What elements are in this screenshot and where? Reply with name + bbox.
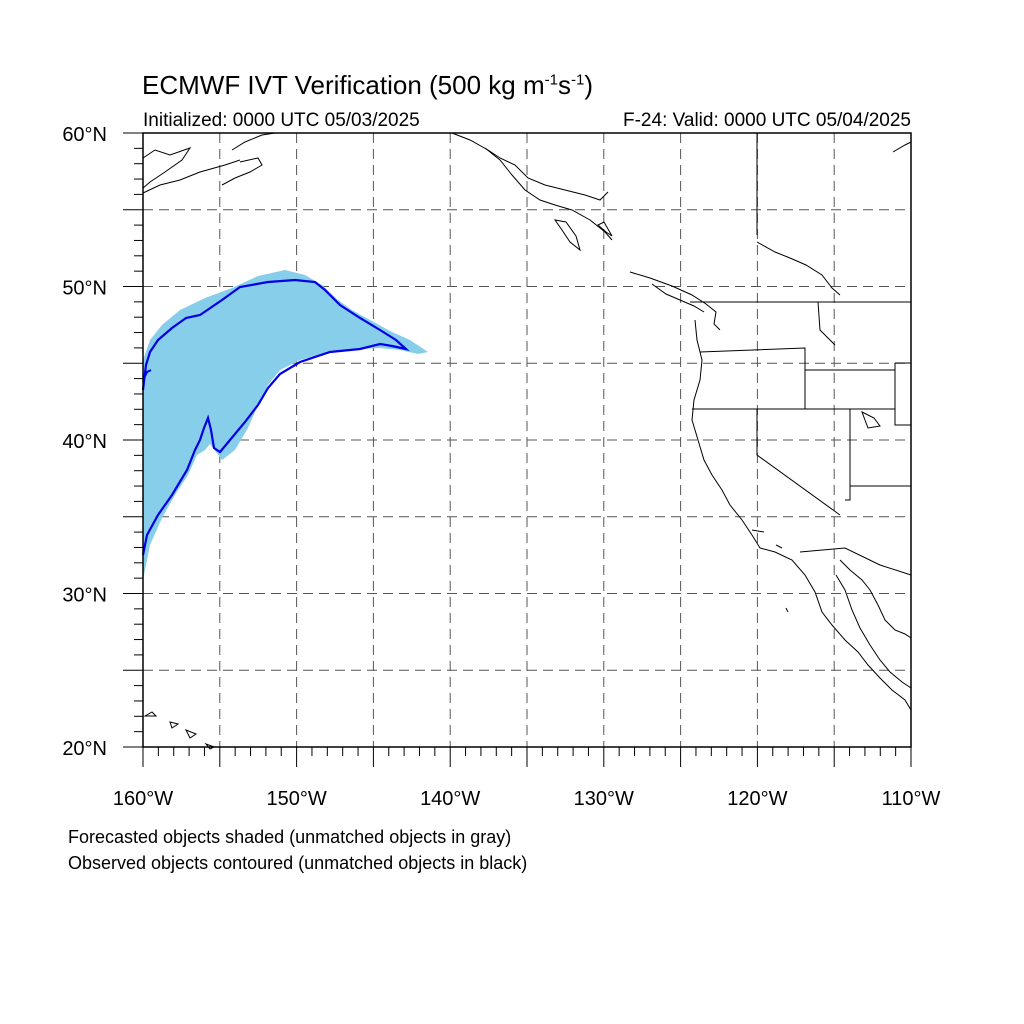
lat-label: 40°N <box>62 431 107 453</box>
observed-object-fragment <box>142 369 152 381</box>
footnote-observed: Observed objects contoured (unmatched ob… <box>68 853 528 873</box>
lat-label: 50°N <box>62 278 107 300</box>
axis-ticks <box>123 132 912 767</box>
observed-object-contour <box>141 278 410 556</box>
grid-lines <box>143 133 911 747</box>
footnote-forecast: Forecasted objects shaded (unmatched obj… <box>68 827 512 847</box>
lon-label: 150°W <box>266 788 326 810</box>
coastlines <box>142 132 912 750</box>
lat-label: 60°N <box>62 124 107 146</box>
lat-label: 30°N <box>62 585 107 607</box>
chart-title: ECMWF IVT Verification (500 kg m-1s-1) <box>142 70 593 100</box>
lon-label: 160°W <box>113 788 173 810</box>
lon-label: 140°W <box>420 788 480 810</box>
valid-time: F-24: Valid: 0000 UTC 05/04/2025 <box>623 110 911 131</box>
initialized-time: Initialized: 0000 UTC 05/03/2025 <box>143 110 420 131</box>
lon-label: 120°W <box>727 788 787 810</box>
political-borders <box>690 133 912 576</box>
lat-label: 20°N <box>62 738 107 760</box>
axis-labels: 60°N 50°N 40°N 30°N 20°N 160°W 150°W 140°W 130°W… <box>62 124 940 810</box>
lon-label: 130°W <box>574 788 634 810</box>
lon-label: 110°W <box>882 788 941 810</box>
forecast-object-shading <box>143 270 428 580</box>
